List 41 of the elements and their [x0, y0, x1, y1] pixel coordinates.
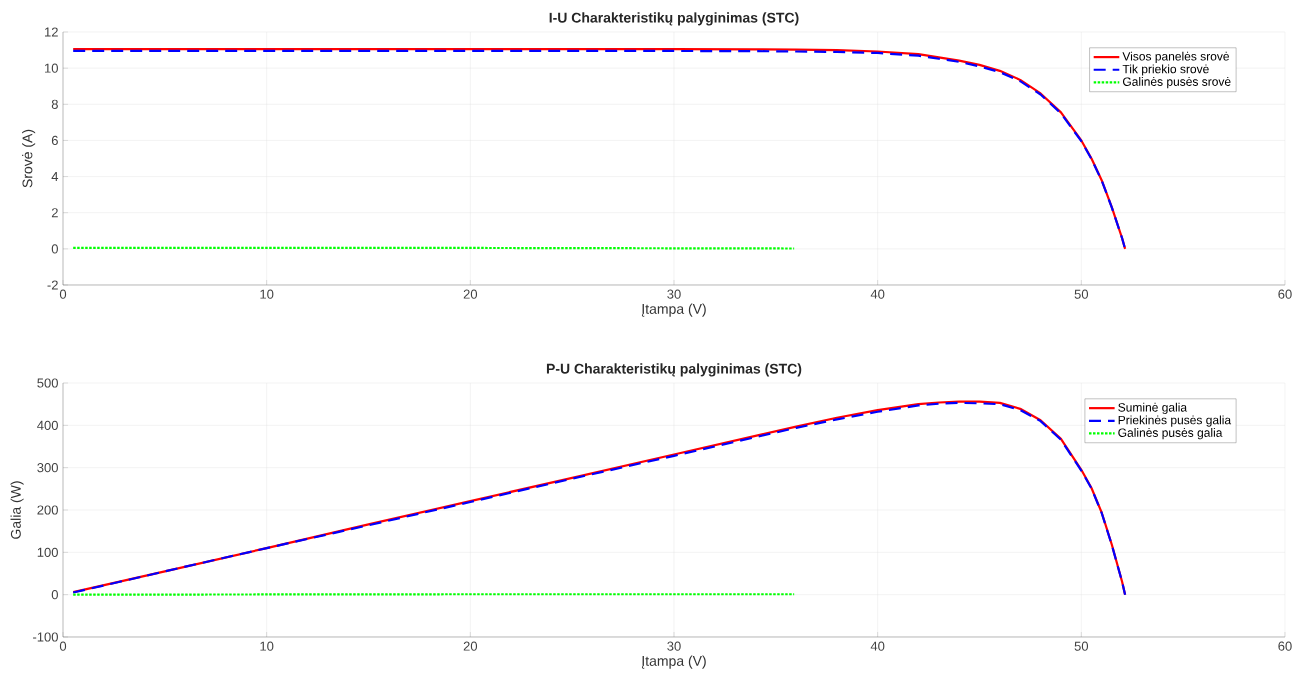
y-tick-label: 12 — [45, 27, 58, 37]
x-tick-label: 20 — [463, 641, 478, 651]
x-tick-label: 50 — [1074, 289, 1089, 299]
y-tick-label: 200 — [37, 505, 58, 515]
x-tick-label: 30 — [667, 641, 681, 651]
y-tick-label: -2 — [47, 280, 58, 290]
y-tick-label: 6 — [51, 135, 58, 146]
y-tick-label: 400 — [37, 420, 58, 430]
y-tick-label: 10 — [45, 63, 58, 73]
chart-title: I-U Charakteristikų palyginimas (STC) — [549, 12, 799, 26]
legend-label: Visos panelės srovė — [1122, 51, 1229, 63]
y-tick-label: 4 — [51, 172, 59, 182]
y-tick-label: 500 — [37, 378, 58, 388]
x-tick-label: 10 — [260, 641, 274, 651]
chart-title: P-U Charakteristikų palyginimas (STC) — [546, 363, 802, 377]
legend-label: Suminė galia — [1118, 402, 1188, 415]
x-tick-label: 0 — [59, 289, 67, 299]
x-tick-label: 0 — [59, 641, 67, 651]
x-tick-label: 60 — [1278, 641, 1292, 651]
x-axis-title: Įtampa (V) — [641, 655, 706, 669]
y-tick-label: 0 — [51, 590, 58, 600]
x-axis-title: Įtampa (V) — [641, 303, 706, 317]
x-tick-label: 30 — [667, 289, 681, 299]
x-tick-label: 40 — [870, 289, 885, 299]
y-tick-label: 100 — [37, 547, 58, 557]
x-tick-label: 10 — [260, 289, 274, 299]
legend-label: Galinės pusės galia — [1118, 428, 1223, 440]
x-tick-label: 20 — [463, 289, 478, 299]
x-tick-label: 40 — [870, 641, 885, 651]
y-tick-label: -100 — [33, 632, 58, 642]
x-tick-label: 60 — [1278, 289, 1292, 299]
y-axis-title: Srovė (A) — [22, 129, 36, 188]
y-tick-label: 0 — [51, 244, 58, 254]
x-tick-label: 50 — [1074, 641, 1089, 651]
legend-label: Priekinės pusės galia — [1118, 415, 1232, 427]
y-axis-title: Galia (W) — [10, 481, 24, 539]
legend-label: Tik priekio srovė — [1122, 64, 1209, 76]
y-tick-label: 2 — [51, 208, 58, 218]
y-tick-label: 8 — [51, 99, 58, 109]
legend-label: Galinės pusės srovė — [1122, 77, 1231, 89]
y-tick-label: 300 — [37, 463, 58, 473]
